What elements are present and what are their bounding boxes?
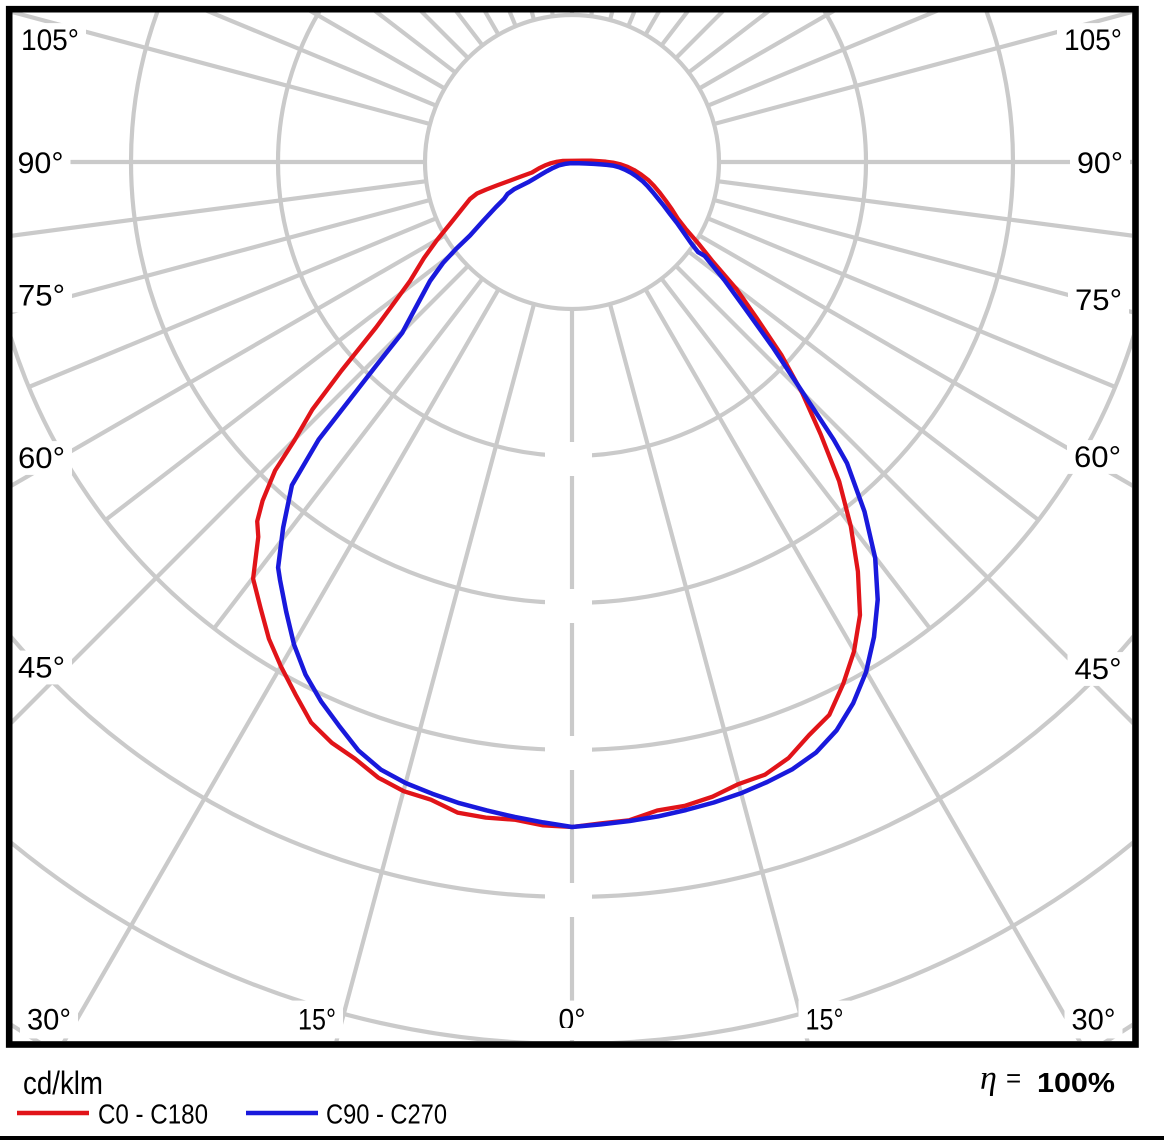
svg-text:90°: 90° [18,147,64,180]
svg-text:15°: 15° [298,1003,336,1036]
svg-text:100%: 100% [1037,1067,1115,1098]
svg-text:cd/klm: cd/klm [23,1065,103,1101]
svg-text:75°: 75° [1075,284,1122,317]
svg-text:105°: 105° [1064,24,1122,57]
svg-text:105°: 105° [21,24,79,57]
svg-text:C0 - C180: C0 - C180 [98,1099,208,1130]
svg-text:60°: 60° [18,442,65,475]
svg-text:60°: 60° [1074,441,1121,474]
svg-text:90°: 90° [1077,147,1123,180]
svg-text:15°: 15° [806,1003,844,1036]
svg-text:75°: 75° [18,279,65,312]
svg-text:30°: 30° [1072,1003,1116,1036]
svg-text:45°: 45° [18,651,65,684]
svg-text:η: η [980,1060,997,1097]
svg-text:=: = [1006,1063,1021,1093]
svg-text:30°: 30° [27,1003,71,1036]
svg-text:C90 - C270: C90 - C270 [326,1099,447,1130]
svg-text:45°: 45° [1075,653,1122,686]
